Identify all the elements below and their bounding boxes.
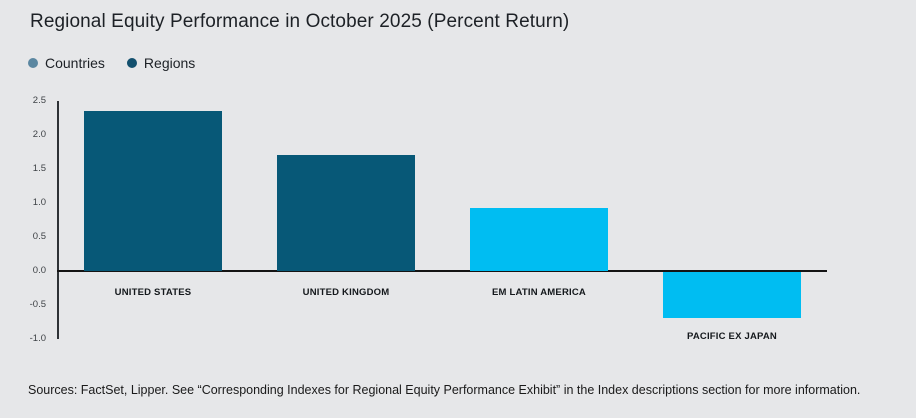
y-tick-label: 2.0 [32,129,46,140]
bar-pacific-ex-japan [663,272,801,319]
bar-label-united-kingdom: UNITED KINGDOM [302,287,390,298]
y-tick-label: 0.5 [32,231,46,242]
legend: Countries Regions [28,55,195,71]
legend-item-regions: Regions [126,55,196,71]
bar-label-em-latin-america: EM LATIN AMERICA [492,287,586,298]
zero-baseline [57,270,827,272]
bar-label-pacific-ex-japan: PACIFIC EX JAPAN [687,331,777,343]
y-tick-label: -1.0 [29,333,46,344]
legend-label-regions: Regions [143,55,196,71]
y-tick-label: 1.5 [32,163,46,174]
bar-united-states [84,111,222,271]
chart-title: Regional Equity Performance in October 2… [30,11,570,32]
y-tick-label: -0.5 [29,299,46,310]
bar-em-latin-america [470,207,608,271]
y-tick-label: 0.0 [32,265,46,276]
legend-label-countries: Countries [45,55,105,71]
legend-dot-countries [28,58,38,68]
legend-dot-regions [126,58,137,68]
legend-item-countries: Countries [28,55,105,71]
y-tick-label: 2.5 [32,95,46,106]
y-tick-label: 1.0 [32,197,46,208]
y-axis-line [57,101,59,339]
bar-label-united-states: UNITED STATES [114,287,192,298]
source-note: Sources: FactSet, Lipper. See “Correspon… [28,383,861,397]
bar-united-kingdom [277,155,415,271]
